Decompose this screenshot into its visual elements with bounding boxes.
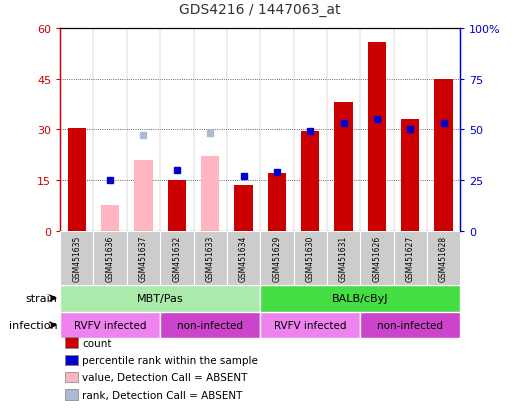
Text: GSM451630: GSM451630 <box>306 235 315 281</box>
Bar <box>334 103 353 231</box>
Text: non-infected: non-infected <box>177 320 243 330</box>
Text: GSM451635: GSM451635 <box>72 235 81 281</box>
Bar <box>293 231 327 285</box>
Bar <box>360 312 460 339</box>
Text: BALB/cByJ: BALB/cByJ <box>332 293 389 304</box>
Bar <box>160 231 194 285</box>
Bar <box>94 231 127 285</box>
Text: GSM451626: GSM451626 <box>372 235 381 281</box>
Bar <box>427 231 460 285</box>
Text: percentile rank within the sample: percentile rank within the sample <box>82 355 258 365</box>
Text: value, Detection Call = ABSENT: value, Detection Call = ABSENT <box>82 373 247 382</box>
Bar <box>394 231 427 285</box>
Bar <box>435 79 453 231</box>
Bar <box>360 231 393 285</box>
Text: GDS4216 / 1447063_at: GDS4216 / 1447063_at <box>179 2 341 17</box>
Text: GSM451631: GSM451631 <box>339 235 348 281</box>
Text: GSM451629: GSM451629 <box>272 235 281 281</box>
Bar <box>201 157 219 231</box>
Bar <box>301 132 320 231</box>
Text: GSM451628: GSM451628 <box>439 235 448 281</box>
Text: GSM451632: GSM451632 <box>173 235 181 281</box>
Bar <box>227 231 260 285</box>
Bar <box>327 231 360 285</box>
Bar <box>127 231 160 285</box>
Bar <box>67 128 86 231</box>
Bar <box>134 160 153 231</box>
Text: rank, Detection Call = ABSENT: rank, Detection Call = ABSENT <box>82 390 243 400</box>
Bar <box>194 231 227 285</box>
Text: MBT/Pas: MBT/Pas <box>137 293 184 304</box>
Text: GSM451627: GSM451627 <box>406 235 415 281</box>
Text: count: count <box>82 338 111 348</box>
Bar <box>368 43 386 231</box>
Text: strain: strain <box>26 293 58 304</box>
Bar <box>101 206 119 231</box>
Bar <box>260 285 460 312</box>
Text: non-infected: non-infected <box>377 320 443 330</box>
Text: GSM451633: GSM451633 <box>206 235 214 281</box>
Text: RVFV infected: RVFV infected <box>74 320 146 330</box>
Bar <box>168 180 186 231</box>
Text: infection: infection <box>9 320 58 330</box>
Bar <box>260 231 293 285</box>
Text: GSM451637: GSM451637 <box>139 235 148 281</box>
Bar <box>260 312 360 339</box>
Bar <box>60 285 260 312</box>
Bar <box>60 312 160 339</box>
Text: GSM451636: GSM451636 <box>106 235 115 281</box>
Text: RVFV infected: RVFV infected <box>274 320 346 330</box>
Bar <box>234 186 253 231</box>
Bar <box>268 174 286 231</box>
Bar <box>401 120 419 231</box>
Bar <box>60 231 94 285</box>
Text: GSM451634: GSM451634 <box>239 235 248 281</box>
Bar <box>160 312 260 339</box>
